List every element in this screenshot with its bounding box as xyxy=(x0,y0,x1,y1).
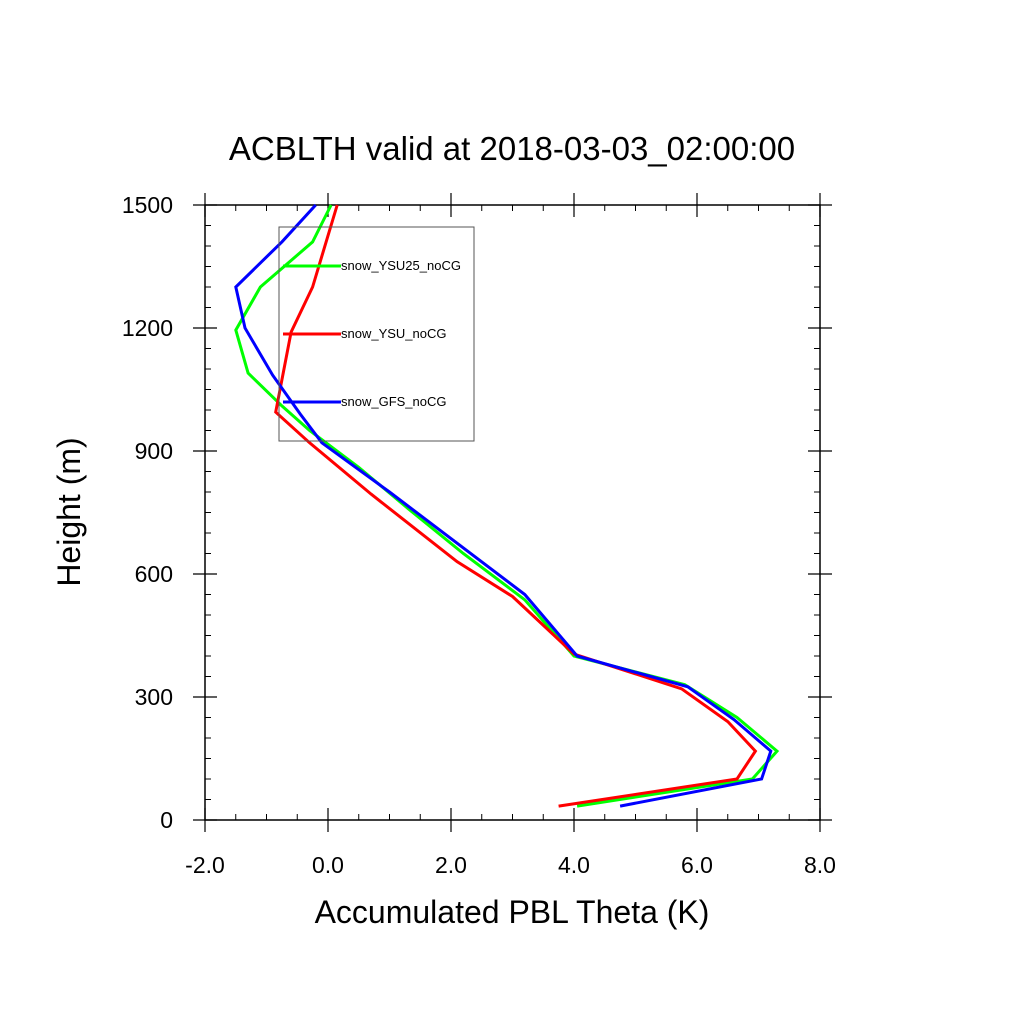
major-ticks xyxy=(193,193,832,832)
legend: snow_YSU25_noCG snow_YSU_noCG snow_GFS_noC… xyxy=(278,226,475,442)
series-line-snow_YSU_noCG xyxy=(274,204,758,808)
x-tick-label: 6.0 xyxy=(681,852,713,878)
minor-ticks xyxy=(204,204,821,821)
y-tick-label: 1200 xyxy=(122,315,173,341)
x-tick-label: 4.0 xyxy=(558,852,590,878)
plot-area xyxy=(204,204,821,821)
y-tick-label: 300 xyxy=(135,684,173,710)
legend-label: snow_YSU25_noCG xyxy=(341,258,461,273)
series-line-snow_YSU25_noCG xyxy=(234,204,780,808)
x-tick-label: 8.0 xyxy=(804,852,836,878)
x-tick-label: -2.0 xyxy=(185,852,225,878)
y-tick-label: 1500 xyxy=(122,192,173,218)
x-tick-label: 0.0 xyxy=(312,852,344,878)
y-axis-title: Height (m) xyxy=(51,437,87,586)
x-tick-label: 2.0 xyxy=(435,852,467,878)
y-tick-label: 0 xyxy=(160,807,173,833)
y-tick-label: 900 xyxy=(135,438,173,464)
legend-box xyxy=(278,226,475,442)
legend-label: snow_GFS_noCG xyxy=(341,394,447,409)
x-tick-labels: -2.0 0.0 2.0 4.0 6.0 8.0 xyxy=(185,852,836,878)
x-axis-title: Accumulated PBL Theta (K) xyxy=(315,894,710,930)
legend-label: snow_YSU_noCG xyxy=(341,326,447,341)
y-tick-labels: 0 300 600 900 1200 1500 xyxy=(122,192,173,833)
series-lines xyxy=(234,203,780,808)
series-line-snow_GFS_noCG xyxy=(234,203,773,808)
chart-title: ACBLTH valid at 2018-03-03_02:00:00 xyxy=(229,130,795,167)
y-tick-label: 600 xyxy=(135,561,173,587)
